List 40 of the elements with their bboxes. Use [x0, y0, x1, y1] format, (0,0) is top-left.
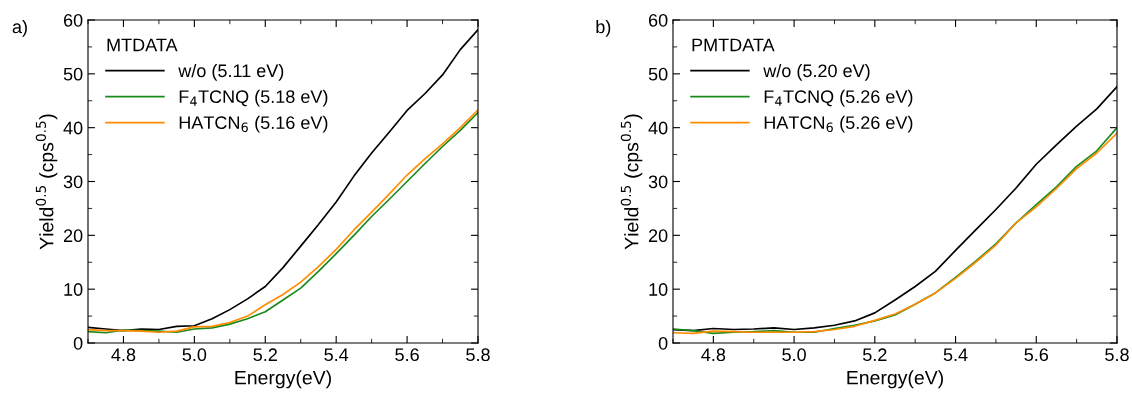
x-tick-label: 5.8	[466, 348, 490, 362]
legend-title: PMTDATA	[692, 38, 775, 52]
y-tick-label: 30	[648, 175, 668, 189]
legend-label: w/o (5.20 eV)	[763, 63, 870, 81]
x-tick-label: 5.2	[862, 348, 887, 362]
x-tick-label: 5.6	[1024, 348, 1049, 362]
y-tick-label: 0	[658, 336, 668, 350]
x-tick-label: 5.0	[182, 348, 207, 362]
x-tick-label: 5.4	[943, 348, 968, 362]
text: a)	[12, 20, 27, 37]
x-tick-label: 5.2	[253, 348, 277, 362]
legend-label: w/o (5.11 eV)	[178, 63, 284, 81]
y-tick-label: 60	[648, 13, 668, 27]
y-tick-label: 30	[63, 175, 83, 189]
x-tick-label: 4.8	[111, 348, 136, 362]
x-tick-label: 5.8	[1105, 348, 1129, 362]
x-tick-label: 5.6	[395, 348, 419, 362]
y-axis-title: Yield$^{0.5}$ (cps$^{0.5}$)	[620, 114, 643, 250]
y-tick-label: 40	[648, 121, 668, 135]
text: b)	[596, 20, 611, 37]
y-tick-label: 0	[73, 336, 83, 350]
y-tick-label: 20	[648, 229, 668, 243]
legend-label: HATCN$_{6}$ (5.16 eV)	[179, 115, 328, 133]
legend-label: F$_{4}$TCNQ (5.26 eV)	[764, 89, 913, 107]
y-tick-label: 10	[64, 283, 83, 296]
legend-title: MTDATA	[107, 38, 178, 52]
y-tick-label: 50	[63, 67, 83, 81]
x-tick-label: 4.8	[701, 348, 726, 362]
x-tick-label: 5.4	[324, 348, 349, 362]
y-axis-title: Yield$^{0.5}$ (cps$^{0.5}$)	[35, 114, 58, 250]
y-tick-label: 40	[63, 121, 83, 135]
y-tick-label: 50	[648, 67, 668, 81]
x-axis-title: Energy(eV)	[235, 370, 331, 389]
y-tick-label: 10	[649, 283, 668, 296]
y-tick-label: 20	[63, 229, 83, 243]
legend-label: HATCN$_{6}$ (5.26 eV)	[764, 115, 913, 133]
x-axis-title: Energy(eV)	[847, 370, 943, 389]
legend-label: F$_{4}$TCNQ (5.18 eV)	[179, 89, 328, 107]
y-tick-label: 60	[63, 13, 83, 27]
x-tick-label: 5.0	[782, 348, 806, 362]
